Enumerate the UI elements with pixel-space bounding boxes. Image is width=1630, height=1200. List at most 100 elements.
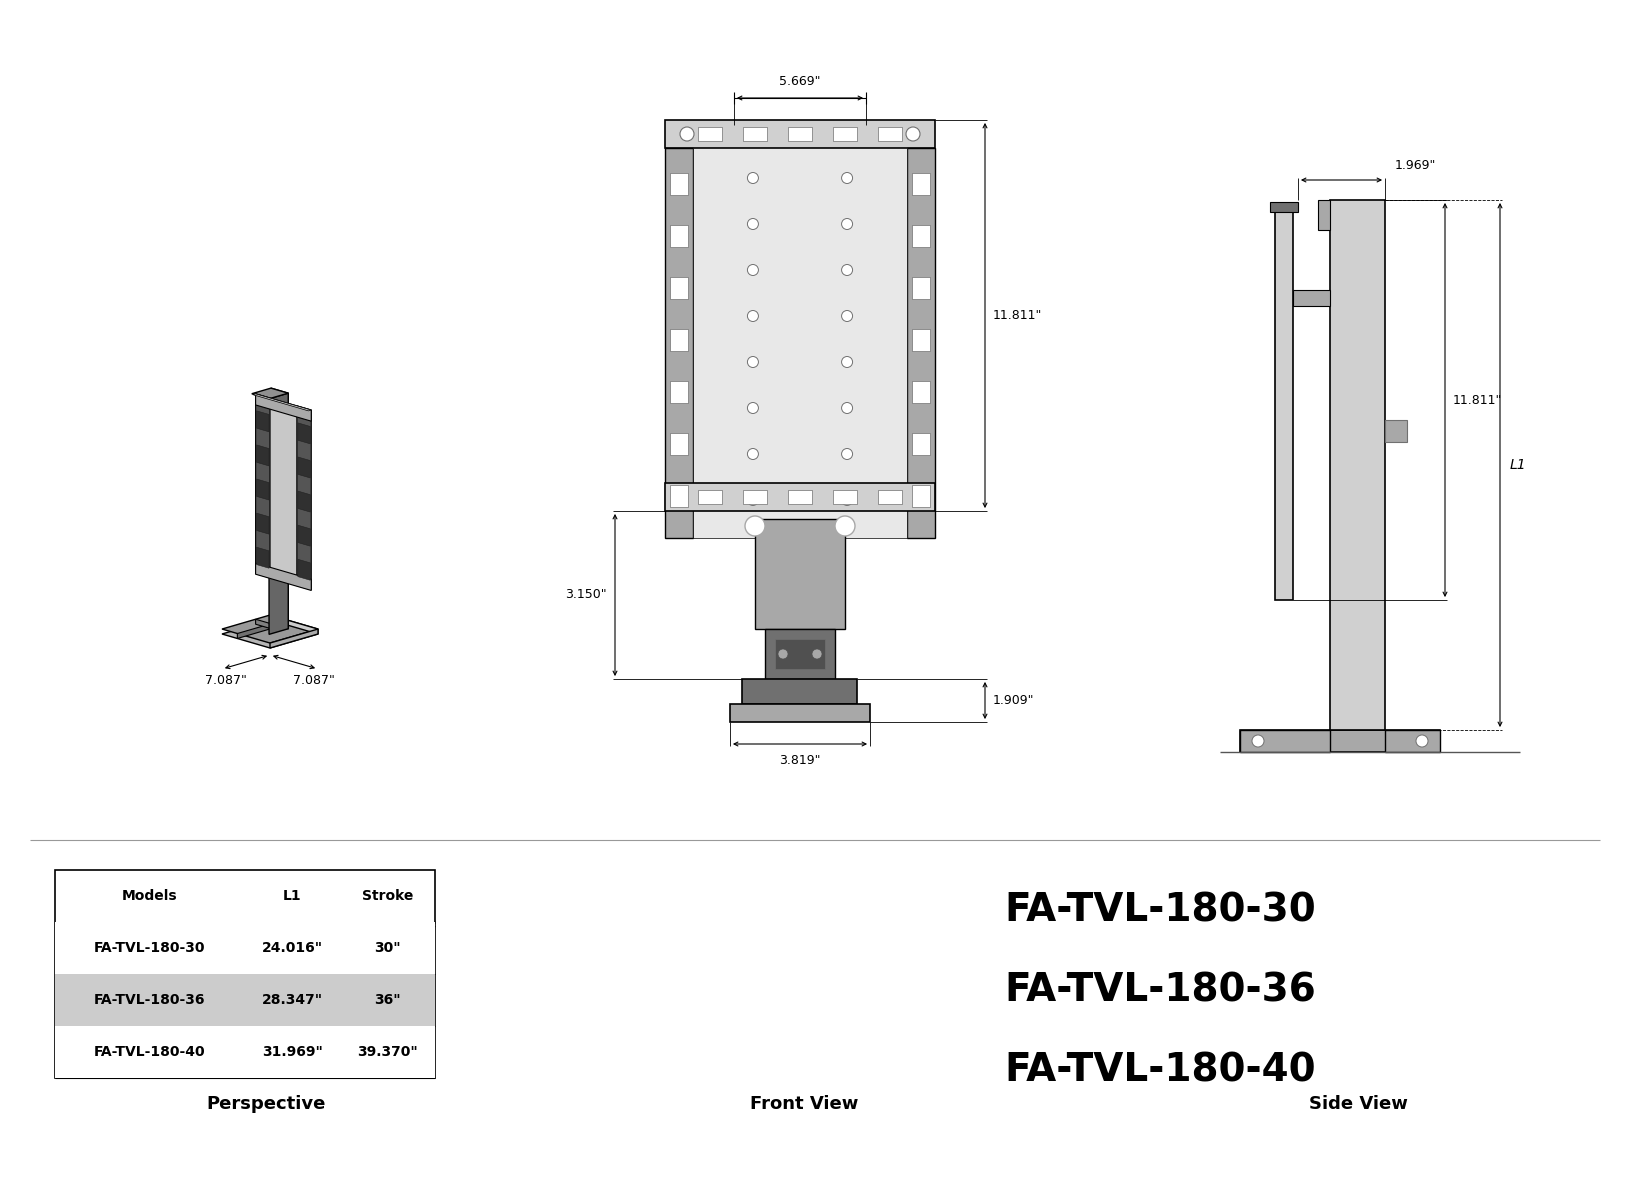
Circle shape (293, 563, 300, 571)
Bar (665, 120, 934, 148)
Bar (742, 679, 857, 704)
Circle shape (841, 402, 852, 414)
Polygon shape (256, 479, 269, 500)
Text: FA-TVL-180-40: FA-TVL-180-40 (1004, 1051, 1315, 1090)
Bar (755, 518, 844, 629)
Bar (698, 127, 722, 140)
Text: FA-TVL-180-40: FA-TVL-180-40 (95, 1045, 205, 1058)
Bar (670, 329, 688, 350)
Bar (1275, 210, 1293, 600)
Polygon shape (253, 394, 311, 410)
Bar (787, 127, 812, 140)
Circle shape (747, 311, 758, 322)
Polygon shape (256, 619, 271, 629)
Circle shape (747, 218, 758, 229)
Bar (911, 173, 929, 194)
Bar (774, 638, 825, 670)
Text: Stroke: Stroke (362, 889, 412, 902)
Text: 36": 36" (373, 994, 401, 1007)
Text: 11.811": 11.811" (993, 308, 1042, 322)
Text: L1: L1 (284, 889, 302, 902)
Bar (911, 277, 929, 299)
Bar (670, 433, 688, 455)
Circle shape (274, 490, 282, 498)
Text: 39.370": 39.370" (357, 1045, 417, 1058)
Circle shape (274, 558, 282, 565)
Text: 7.087": 7.087" (293, 674, 334, 686)
Polygon shape (222, 616, 318, 643)
Text: 1.969": 1.969" (1394, 158, 1436, 172)
Text: 5.669": 5.669" (779, 74, 820, 88)
Bar (1270, 202, 1297, 212)
Polygon shape (238, 624, 271, 638)
Circle shape (274, 421, 282, 430)
Polygon shape (256, 563, 311, 590)
Circle shape (680, 127, 694, 140)
Bar (743, 127, 766, 140)
Text: Perspective: Perspective (205, 1094, 326, 1114)
Circle shape (747, 356, 758, 367)
Polygon shape (298, 422, 310, 444)
Bar (911, 433, 929, 455)
Circle shape (747, 494, 758, 505)
Text: Front View: Front View (750, 1094, 857, 1114)
Circle shape (293, 427, 300, 434)
Polygon shape (297, 406, 311, 590)
Polygon shape (256, 445, 269, 466)
Bar (877, 127, 901, 140)
Text: 7.087": 7.087" (205, 674, 246, 686)
Polygon shape (298, 526, 310, 546)
Circle shape (841, 494, 852, 505)
Text: 11.811": 11.811" (1452, 394, 1501, 407)
Bar (1239, 730, 1439, 752)
Bar (833, 127, 856, 140)
Text: FA-TVL-180-36: FA-TVL-180-36 (95, 994, 205, 1007)
Circle shape (747, 173, 758, 184)
Circle shape (747, 449, 758, 460)
Bar (55, 974, 435, 1026)
Bar (911, 485, 929, 506)
Polygon shape (256, 547, 269, 569)
Bar (1384, 420, 1407, 442)
Bar (1293, 290, 1328, 306)
Bar (670, 277, 688, 299)
Bar (764, 629, 835, 679)
Polygon shape (271, 616, 318, 634)
Circle shape (745, 516, 764, 536)
Circle shape (293, 461, 300, 469)
Bar (906, 148, 934, 538)
Polygon shape (269, 394, 289, 635)
Polygon shape (298, 491, 310, 512)
Polygon shape (298, 559, 310, 581)
Circle shape (747, 402, 758, 414)
Circle shape (841, 218, 852, 229)
Text: L1: L1 (1509, 458, 1526, 472)
Circle shape (274, 523, 282, 532)
Text: FA-TVL-180-36: FA-TVL-180-36 (1004, 971, 1315, 1009)
Circle shape (841, 173, 852, 184)
Text: 28.347": 28.347" (262, 994, 323, 1007)
Polygon shape (256, 394, 271, 577)
Bar (730, 704, 869, 722)
Circle shape (747, 264, 758, 276)
Circle shape (841, 264, 852, 276)
Polygon shape (222, 620, 318, 648)
Bar (833, 490, 856, 504)
Bar (55, 1026, 435, 1078)
Bar (693, 148, 906, 538)
Bar (911, 382, 929, 403)
Bar (911, 226, 929, 247)
Polygon shape (256, 514, 269, 534)
Bar (670, 382, 688, 403)
Circle shape (293, 494, 300, 503)
Bar (665, 148, 693, 538)
Polygon shape (1239, 730, 1328, 752)
Polygon shape (271, 629, 318, 648)
Circle shape (905, 127, 919, 140)
Bar (670, 485, 688, 506)
Circle shape (841, 356, 852, 367)
Circle shape (841, 311, 852, 322)
Text: 24.016": 24.016" (262, 941, 323, 955)
Text: Side View: Side View (1309, 1094, 1407, 1114)
Bar (1317, 200, 1328, 230)
